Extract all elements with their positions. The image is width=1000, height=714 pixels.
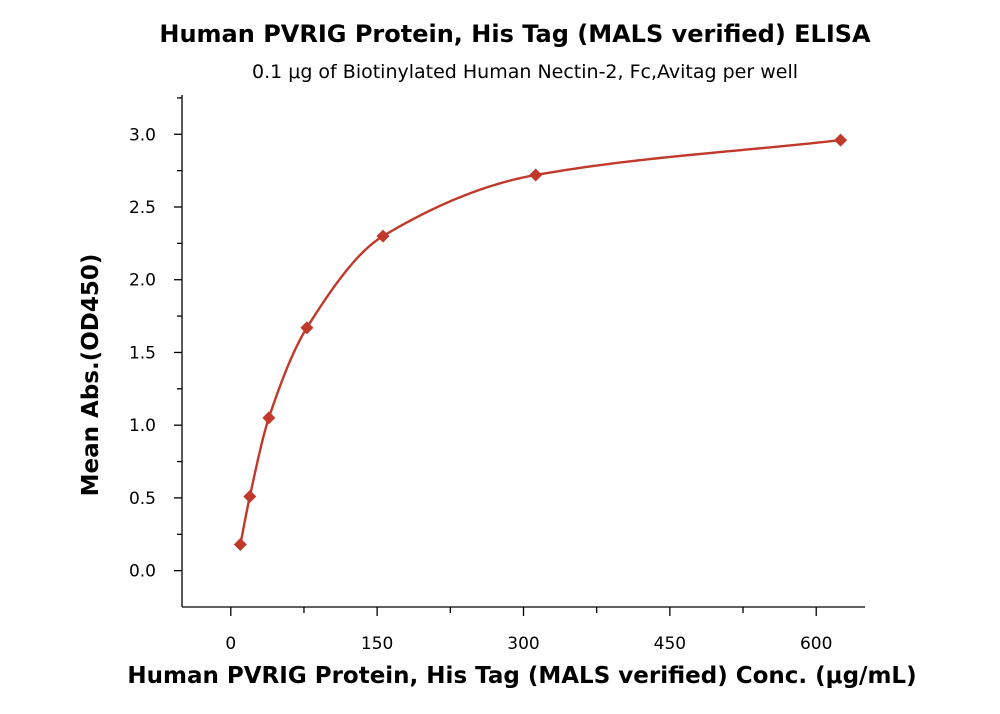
y-tick-label: 1.5: [129, 343, 156, 363]
chart-subtitle: 0.1 μg of Biotinylated Human Nectin-2, F…: [252, 61, 798, 83]
data-point: [233, 537, 247, 551]
data-point: [300, 321, 314, 335]
axes: [181, 95, 865, 608]
data-points: [233, 133, 848, 551]
y-tick-label: 2.5: [129, 198, 156, 218]
data-point: [376, 229, 390, 243]
y-tick-label: 0.0: [129, 562, 156, 582]
chart-title: Human PVRIG Protein, His Tag (MALS verif…: [159, 20, 871, 48]
y-tick-label: 0.5: [129, 489, 156, 509]
x-tick-label: 300: [507, 634, 539, 654]
x-tick-label: 150: [361, 634, 393, 654]
data-point: [262, 411, 276, 425]
data-point: [834, 133, 848, 147]
x-tick-label: 0: [225, 634, 236, 654]
y-tick-label: 3.0: [129, 125, 156, 145]
y-axis-label: Mean Abs.(OD450): [78, 254, 104, 497]
x-axis-label: Human PVRIG Protein, His Tag (MALS verif…: [127, 663, 916, 689]
y-tick-label: 1.0: [129, 416, 156, 436]
fit-curve: [239, 138, 841, 545]
x-tick-label: 600: [800, 634, 832, 654]
x-tick-label: 450: [654, 634, 686, 654]
y-axis-ticks: 0.0 0.5 1.0 1.5 2.0 2.5 3.0: [129, 97, 182, 582]
y-tick-label: 2.0: [129, 271, 156, 291]
data-point: [243, 489, 257, 503]
x-axis-ticks: 0 150 300 450 600: [225, 607, 832, 654]
data-point: [529, 168, 543, 182]
